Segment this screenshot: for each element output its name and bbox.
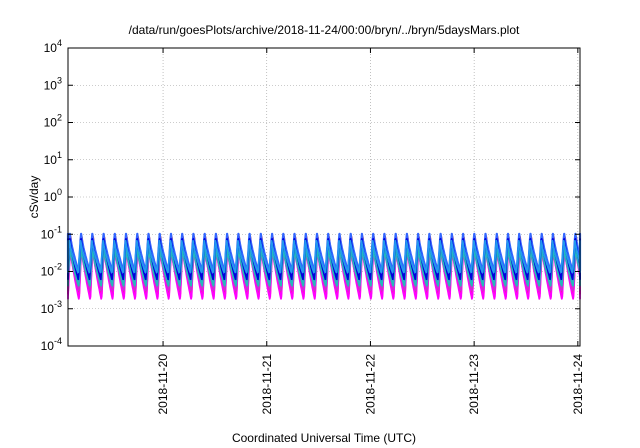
y-tick-labels: 10-4 10-3 10-2 10-1 100 101 102 103 104	[41, 38, 62, 353]
series-line	[67, 247, 581, 287]
grid	[68, 48, 580, 346]
y-tick-label: 101	[44, 150, 62, 167]
x-tick-label: 2018-11-22	[363, 354, 377, 415]
x-tick-label: 2018-11-24	[571, 354, 585, 415]
y-tick-label: 103	[44, 75, 62, 92]
y-tick-label: 10-4	[41, 336, 62, 353]
axis-ticks	[68, 47, 580, 347]
y-tick-label: 104	[44, 38, 62, 55]
x-tick-label: 2018-11-21	[260, 354, 274, 415]
y-tick-label: 10-3	[41, 299, 62, 316]
y-axis-label: cSv/day	[27, 176, 41, 219]
y-tick-label: 10-1	[41, 224, 62, 241]
y-tick-label: 10-2	[41, 262, 62, 279]
series-group	[66, 232, 582, 300]
series-line	[67, 237, 581, 281]
chart-title: /data/run/goesPlots/archive/2018-11-24/0…	[129, 23, 520, 37]
x-tick-label: 2018-11-23	[467, 354, 481, 415]
series-line	[67, 239, 581, 274]
x-axis-label: Coordinated Universal Time (UTC)	[232, 431, 416, 445]
y-tick-label: 102	[44, 113, 62, 130]
x-tick-label: 2018-11-20	[156, 354, 170, 415]
x-tick-labels: 2018-11-20 2018-11-21 2018-11-22 2018-11-23…	[156, 354, 585, 415]
y-tick-label: 100	[44, 187, 62, 204]
